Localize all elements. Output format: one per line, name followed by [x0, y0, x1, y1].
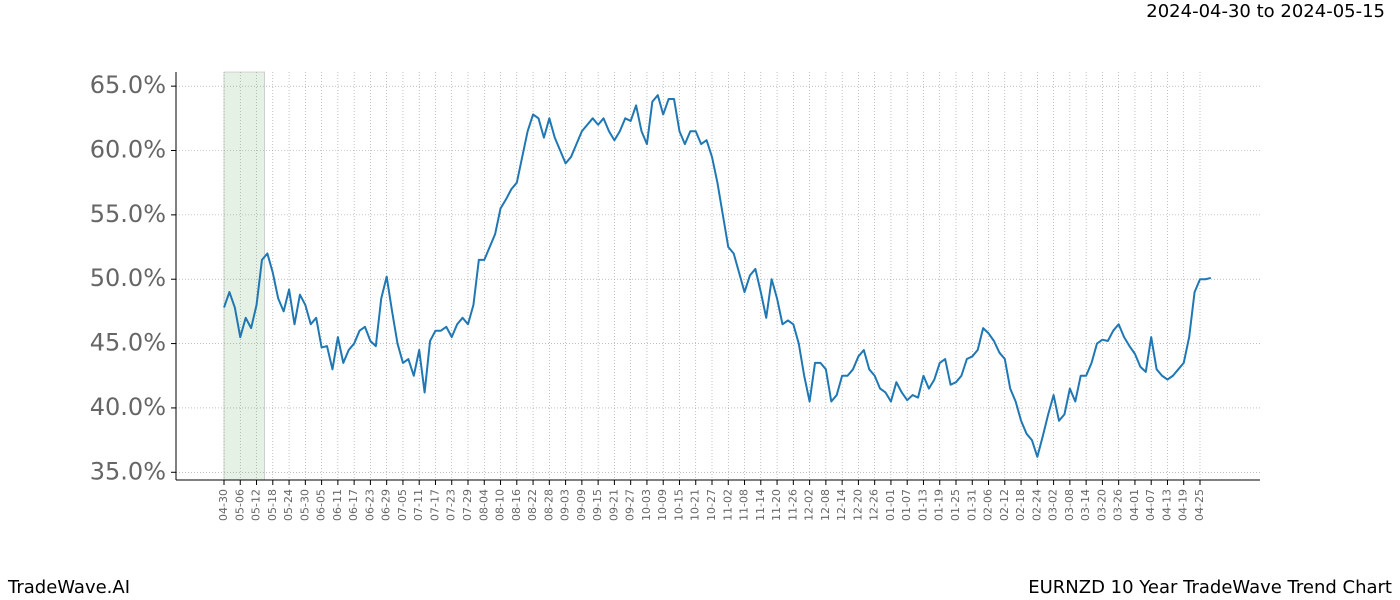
x-tick-label: 12-26	[868, 489, 881, 521]
y-tick-label: 35.0%	[90, 457, 166, 485]
x-tick-label: 02-12	[998, 489, 1011, 521]
x-tick-label: 10-21	[689, 489, 702, 521]
x-tick-label: 01-13	[916, 489, 929, 521]
x-tick-label: 10-09	[656, 489, 669, 521]
x-tick-label: 06-05	[315, 489, 328, 521]
x-tick-label: 04-25	[1193, 489, 1206, 521]
x-tick-label: 11-02	[721, 489, 734, 521]
x-tick-label: 07-29	[461, 489, 474, 521]
x-tick-label: 07-11	[412, 489, 425, 521]
highlight-span	[223, 71, 265, 481]
x-tick-label: 08-22	[526, 489, 539, 521]
x-tick-label: 07-17	[428, 489, 441, 521]
x-tick-label: 12-14	[835, 489, 848, 521]
x-tick-label: 06-17	[347, 489, 360, 521]
footer-right: EURNZD 10 Year TradeWave Trend Chart	[1028, 577, 1392, 598]
chart-subtitle: 2024-04-30 to 2024-05-15	[1146, 1, 1385, 22]
x-tick-label: 10-03	[640, 489, 653, 521]
x-tick-label: 09-27	[624, 489, 637, 521]
x-tick-label: 11-26	[786, 489, 799, 521]
x-tick-label: 07-23	[445, 489, 458, 521]
x-tick-label: 12-20	[851, 489, 864, 521]
x-tick-label: 08-10	[494, 489, 507, 521]
x-tick-label: 10-27	[705, 489, 718, 521]
x-tick-label: 01-19	[933, 489, 946, 521]
x-tick-label: 04-01	[1128, 489, 1141, 521]
x-tick-label: 11-08	[738, 489, 751, 521]
x-tick-label: 11-14	[754, 489, 767, 521]
x-tick-label: 11-20	[770, 489, 783, 521]
x-tick-label: 12-08	[819, 489, 832, 521]
x-tick-label: 04-07	[1144, 489, 1157, 521]
y-tick-label: 50.0%	[90, 264, 166, 292]
y-tick-label: 40.0%	[90, 393, 166, 421]
x-tick-label: 03-26	[1112, 489, 1125, 521]
x-tick-label: 04-30	[217, 489, 230, 521]
y-tick-label: 65.0%	[90, 71, 166, 99]
x-tick-label: 03-14	[1079, 489, 1092, 521]
x-tick-label: 09-09	[575, 489, 588, 521]
x-tick-label: 10-15	[672, 489, 685, 521]
x-tick-label: 07-05	[396, 489, 409, 521]
x-tick-label: 09-15	[591, 489, 604, 521]
x-tick-label: 02-18	[1014, 489, 1027, 521]
x-tick-label: 12-02	[803, 489, 816, 521]
x-tick-label: 03-08	[1063, 489, 1076, 521]
x-tick-label: 02-06	[982, 489, 995, 521]
x-tick-label: 01-25	[949, 489, 962, 521]
data-line	[223, 94, 1212, 458]
x-tick-label: 01-07	[900, 489, 913, 521]
y-tick-label: 45.0%	[90, 329, 166, 357]
y-tick-label: 55.0%	[90, 200, 166, 228]
x-tick-label: 02-24	[1030, 489, 1043, 521]
x-tick-label: 05-24	[282, 489, 295, 521]
x-tick-label: 06-11	[331, 489, 344, 521]
footer-left: TradeWave.AI	[7, 577, 130, 598]
x-tick-label: 04-19	[1177, 489, 1190, 521]
x-tick-label: 06-29	[380, 489, 393, 521]
x-tick-label: 05-06	[233, 489, 246, 521]
x-tick-label: 05-18	[266, 489, 279, 521]
x-tick-label: 03-20	[1095, 489, 1108, 521]
x-tick-label: 01-01	[884, 489, 897, 521]
x-tick-label: 08-16	[510, 489, 523, 521]
x-tick-label: 03-02	[1047, 489, 1060, 521]
x-tick-label: 04-13	[1160, 489, 1173, 521]
x-tick-label: 05-30	[298, 489, 311, 521]
x-tick-label: 08-04	[477, 489, 490, 521]
x-tick-label: 08-28	[542, 489, 555, 521]
x-tick-label: 09-21	[607, 489, 620, 521]
x-tick-label: 05-12	[250, 489, 263, 521]
x-tick-label: 01-31	[965, 489, 978, 521]
x-tick-label: 09-03	[559, 489, 572, 521]
y-tick-label: 60.0%	[90, 136, 166, 164]
x-tick-label: 06-23	[363, 489, 376, 521]
